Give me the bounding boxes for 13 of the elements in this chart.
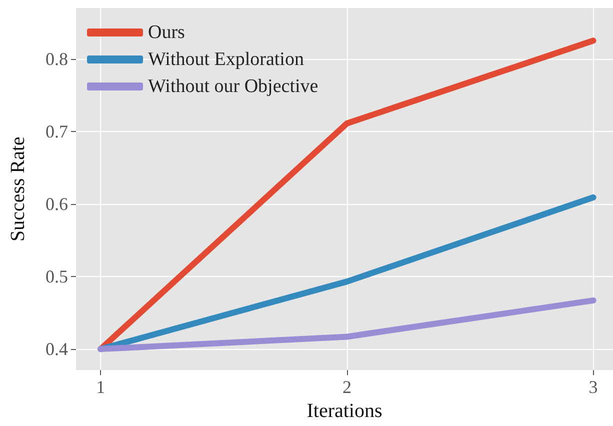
y-tick-label: 0.5 [46, 266, 68, 286]
y-tick-label: 0.6 [46, 194, 68, 214]
x-tick-label: 3 [588, 377, 598, 398]
y-tick-label: 0.4 [46, 339, 68, 360]
y-axis-title: Success Rate [7, 136, 29, 242]
x-tick-label: 1 [96, 377, 106, 398]
x-axis-title: Iterations [306, 400, 382, 422]
y-tick-label: 0.8 [46, 48, 68, 69]
legend-label: Ours [148, 22, 185, 43]
y-tick-label: 0.7 [46, 121, 68, 142]
legend-label: Without Exploration [148, 49, 304, 70]
x-tick-label: 2 [342, 377, 352, 398]
legend-label: Without our Objective [148, 76, 318, 97]
